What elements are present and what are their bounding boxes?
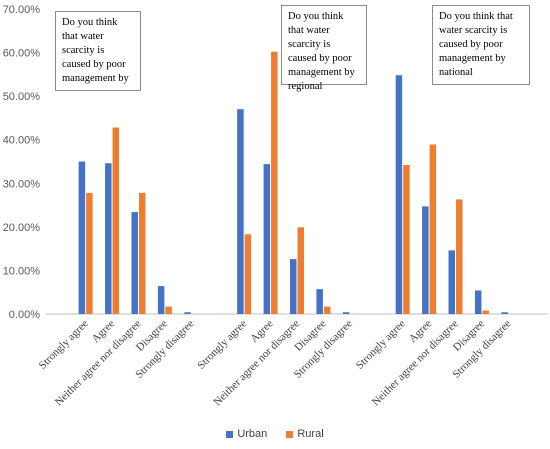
bar-rural	[244, 234, 252, 314]
bar-urban	[342, 312, 350, 314]
x-tick-label: Strongly agree	[354, 318, 408, 372]
legend-item-rural: Rural	[286, 428, 324, 440]
bar-rural	[112, 127, 120, 314]
bar-urban	[105, 163, 112, 314]
y-tick-label: 50.00%	[3, 91, 41, 103]
question-box-1: Do you think that water scarcity is caus…	[55, 11, 141, 91]
x-tick-label: Strongly agree	[195, 318, 249, 372]
bar-urban	[237, 109, 244, 314]
bar-urban	[316, 289, 323, 314]
legend-label-urban: Urban	[237, 428, 268, 440]
y-tick-label: 60.00%	[3, 48, 41, 60]
bar-urban	[290, 259, 297, 314]
bar-urban	[184, 312, 191, 314]
y-tick-label: 30.00%	[3, 178, 41, 190]
bar-rural	[297, 227, 304, 314]
y-tick-label: 0.00%	[9, 309, 40, 321]
bar-rural	[429, 144, 437, 314]
bar-urban	[448, 250, 456, 314]
question-box-2: Do you think that water scarcity is caus…	[281, 5, 367, 92]
bar-rural	[456, 199, 463, 314]
bar-urban	[263, 164, 271, 314]
bar-urban	[157, 286, 165, 314]
bar-rural	[323, 306, 331, 314]
bar-urban	[422, 206, 429, 314]
y-tick-label: 70.00%	[3, 4, 41, 16]
bar-urban	[474, 290, 482, 314]
bar-rural	[138, 192, 146, 314]
bar-urban	[501, 312, 508, 314]
x-tick-label: Strongly agree	[37, 318, 91, 372]
legend-label-rural: Rural	[297, 428, 324, 440]
bar-urban	[78, 161, 86, 314]
question-box-3: Do you think that water scarcity is caus…	[432, 5, 530, 85]
bar-urban	[131, 212, 138, 314]
legend: Urban Rural	[0, 428, 550, 440]
legend-swatch-urban	[226, 430, 234, 438]
bar-rural	[86, 192, 93, 314]
bar-rural	[482, 310, 489, 314]
legend-item-urban: Urban	[226, 428, 267, 440]
bar-urban	[395, 75, 403, 314]
y-tick-label: 40.00%	[3, 135, 41, 147]
bar-rural	[403, 164, 410, 314]
bar-rural	[165, 306, 172, 314]
bar-rural	[271, 51, 278, 314]
y-tick-label: 20.00%	[3, 222, 41, 234]
legend-swatch-rural	[286, 430, 294, 438]
y-tick-label: 10.00%	[3, 265, 41, 277]
